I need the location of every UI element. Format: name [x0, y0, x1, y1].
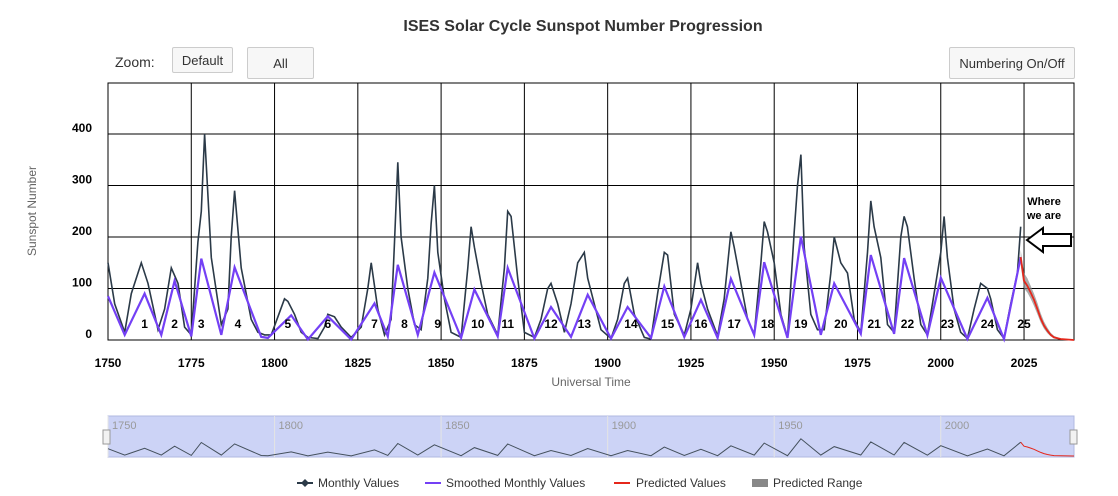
legend-label-monthly: Monthly Values: [318, 476, 399, 490]
zoom-label: Zoom:: [115, 54, 155, 70]
cycle-number-label: 8: [401, 317, 408, 331]
cycle-number-label: 18: [761, 317, 775, 331]
legend-label-range: Predicted Range: [773, 476, 863, 490]
cycle-number-label: 23: [941, 317, 955, 331]
y-tick-label: 100: [72, 276, 92, 290]
navigator-tick-label: 2000: [945, 420, 969, 432]
cycle-number-label: 12: [544, 317, 558, 331]
legend-item-smoothed[interactable]: Smoothed Monthly Values: [425, 476, 585, 490]
navigator-selection[interactable]: [107, 415, 1075, 458]
cycle-number-label: 13: [578, 317, 592, 331]
diamond-marker-icon: [301, 479, 309, 487]
zoom-default-button[interactable]: Default: [172, 47, 233, 73]
x-tick-label: 1900: [594, 356, 621, 370]
cycle-number-label: 16: [694, 317, 708, 331]
cycle-number-label: 22: [901, 317, 915, 331]
x-tick-label: 1850: [428, 356, 455, 370]
monthly-values-line: [107, 133, 1022, 341]
x-axis-title: Universal Time: [551, 375, 631, 389]
legend-item-range[interactable]: Predicted Range: [752, 476, 863, 490]
legend-item-predicted[interactable]: Predicted Values: [614, 476, 726, 490]
y-tick-label: 200: [72, 224, 92, 238]
legend-label-smoothed: Smoothed Monthly Values: [446, 476, 585, 490]
legend-item-monthly[interactable]: Monthly Values: [297, 476, 399, 490]
x-tick-label: 1975: [844, 356, 871, 370]
annotation-line1: Where: [1027, 196, 1061, 208]
navigator-series-line: [107, 438, 1022, 457]
x-tick-label: 1750: [95, 356, 122, 370]
y-tick-label: 0: [85, 327, 92, 341]
cycle-labels: 1 2 3 4 5 6 7 8 9 10 11 12 13 14 15 16 17 18 19 20 21 22 23 24 2…: [141, 317, 1031, 331]
cycle-number-label: 11: [501, 317, 514, 331]
legend-label-predicted: Predicted Values: [636, 476, 726, 490]
navigator-series: 1750 1800 1850 1900 1950 2000: [107, 416, 1075, 457]
navigator-tick-label: 1950: [778, 420, 802, 432]
y-axis-title: Sunspot Number: [25, 166, 39, 256]
cycle-number-label: 7: [371, 317, 378, 331]
axis-labels: 1750 1775 1800 1825 1850 1875 1900 1925 1950 1975…: [72, 121, 1038, 370]
cycle-number-label: 25: [1017, 317, 1031, 331]
arrow-left-icon: [1025, 226, 1072, 254]
navigator-right-handle[interactable]: [1069, 429, 1078, 445]
chart-title: ISES Solar Cycle Sunspot Number Progress…: [403, 18, 763, 35]
cycle-number-label: 15: [661, 317, 675, 331]
annotation-line2: we are: [1026, 210, 1061, 222]
cycle-number-label: 1: [141, 317, 148, 331]
cycle-number-label: 2: [171, 317, 178, 331]
zoom-all-button[interactable]: All: [247, 47, 314, 79]
cycle-number-label: 20: [834, 317, 848, 331]
x-tick-label: 2000: [927, 356, 954, 370]
navigator-tick-label: 1800: [279, 420, 303, 432]
x-tick-label: 1925: [678, 356, 705, 370]
navigator-tick-label: 1750: [112, 420, 136, 432]
cycle-number-label: 17: [728, 317, 742, 331]
cycle-number-label: 24: [981, 317, 995, 331]
cycle-number-label: 6: [325, 317, 332, 331]
cycle-number-label: 4: [235, 317, 242, 331]
legend: Monthly Values Smoothed Monthly Values P…: [297, 476, 863, 490]
x-tick-label: 1775: [178, 356, 205, 370]
smoothed-values-line: [106, 236, 1022, 343]
x-tick-label: 1875: [511, 356, 538, 370]
navigator-left-handle[interactable]: [102, 429, 111, 445]
cycle-number-label: 14: [624, 317, 638, 331]
navigator-tick-label: 1900: [612, 420, 636, 432]
series-layer: [106, 133, 1075, 343]
x-tick-label: 1800: [261, 356, 288, 370]
x-tick-label: 1825: [344, 356, 371, 370]
predicted-values-line: [1019, 256, 1075, 341]
numbering-toggle-button[interactable]: Numbering On/Off: [949, 47, 1075, 79]
cycle-number-label: 10: [471, 317, 485, 331]
cycle-number-label: 9: [434, 317, 441, 331]
x-tick-label: 1950: [761, 356, 788, 370]
cycle-number-label: 5: [285, 317, 292, 331]
cycle-number-label: 21: [867, 317, 881, 331]
cycle-number-label: 19: [794, 317, 808, 331]
navigator-predicted-line: [1020, 441, 1075, 457]
y-tick-label: 400: [72, 121, 92, 135]
navigator-tick-label: 1850: [445, 420, 469, 432]
cycle-number-label: 3: [198, 317, 205, 331]
y-tick-label: 300: [72, 173, 92, 187]
x-tick-label: 2025: [1011, 356, 1038, 370]
